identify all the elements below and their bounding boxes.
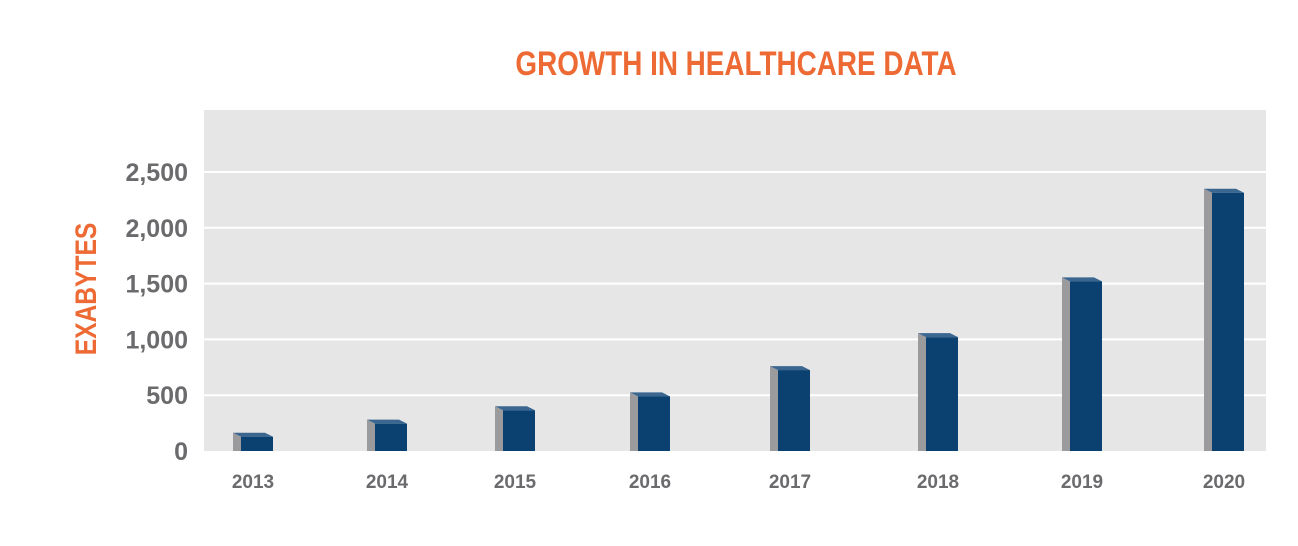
y-tick-label: 500 xyxy=(146,382,188,410)
y-tick-label: 0 xyxy=(174,438,188,466)
bar-side xyxy=(495,406,503,451)
bar-2014 xyxy=(367,419,407,451)
x-tick-label: 2016 xyxy=(629,472,671,493)
bar-side xyxy=(770,366,778,451)
bar-side xyxy=(367,419,375,451)
bar-front xyxy=(638,396,670,451)
bar-side xyxy=(233,432,241,451)
bar-top xyxy=(1062,277,1102,282)
chart-title: GROWTH IN HEALTHCARE DATA xyxy=(515,44,956,82)
x-tick-label: 2020 xyxy=(1203,472,1245,493)
bar-top xyxy=(918,333,958,338)
x-tick-label: 2018 xyxy=(917,472,959,493)
bar-2015 xyxy=(495,406,535,451)
bar-2018 xyxy=(918,333,958,451)
x-tick-label: 2017 xyxy=(769,472,811,493)
bar-2013 xyxy=(233,432,273,451)
bar-front xyxy=(1070,281,1102,451)
y-axis-ticks: 0 500 1,000 1,500 2,000 2,500 xyxy=(125,159,188,466)
x-tick-label: 2019 xyxy=(1061,472,1103,493)
bar-top xyxy=(367,419,407,424)
bar-front xyxy=(778,370,810,451)
bar-2020 xyxy=(1204,188,1244,451)
bar-2019 xyxy=(1062,277,1102,451)
bars xyxy=(233,188,1244,451)
x-axis-ticks: 2013 2014 2015 2016 2017 2018 2019 2020 xyxy=(232,472,1245,493)
plot-area xyxy=(204,110,1266,451)
x-tick-label: 2013 xyxy=(232,472,274,493)
bar-2016 xyxy=(630,392,670,451)
bar-top xyxy=(1204,188,1244,193)
bar-top xyxy=(630,392,670,397)
y-tick-label: 2,000 xyxy=(125,215,188,243)
bar-front xyxy=(926,337,958,451)
bar-top xyxy=(233,432,273,437)
bar-top xyxy=(770,366,810,371)
bar-front xyxy=(503,410,535,451)
y-axis-label: EXABYTES xyxy=(69,223,103,356)
y-tick-label: 1,500 xyxy=(125,271,188,299)
bar-2017 xyxy=(770,366,810,451)
y-tick-label: 1,000 xyxy=(125,326,188,354)
bar-side xyxy=(1062,277,1070,451)
bar-side xyxy=(918,333,926,451)
y-tick-label: 2,500 xyxy=(125,159,188,187)
x-tick-label: 2014 xyxy=(366,472,409,493)
bar-front xyxy=(1212,192,1244,451)
bar-side xyxy=(1204,188,1212,451)
bar-front xyxy=(375,423,407,451)
bar-front xyxy=(241,436,273,451)
x-tick-label: 2015 xyxy=(494,472,537,493)
bar-side xyxy=(630,392,638,451)
bar-top xyxy=(495,406,535,411)
